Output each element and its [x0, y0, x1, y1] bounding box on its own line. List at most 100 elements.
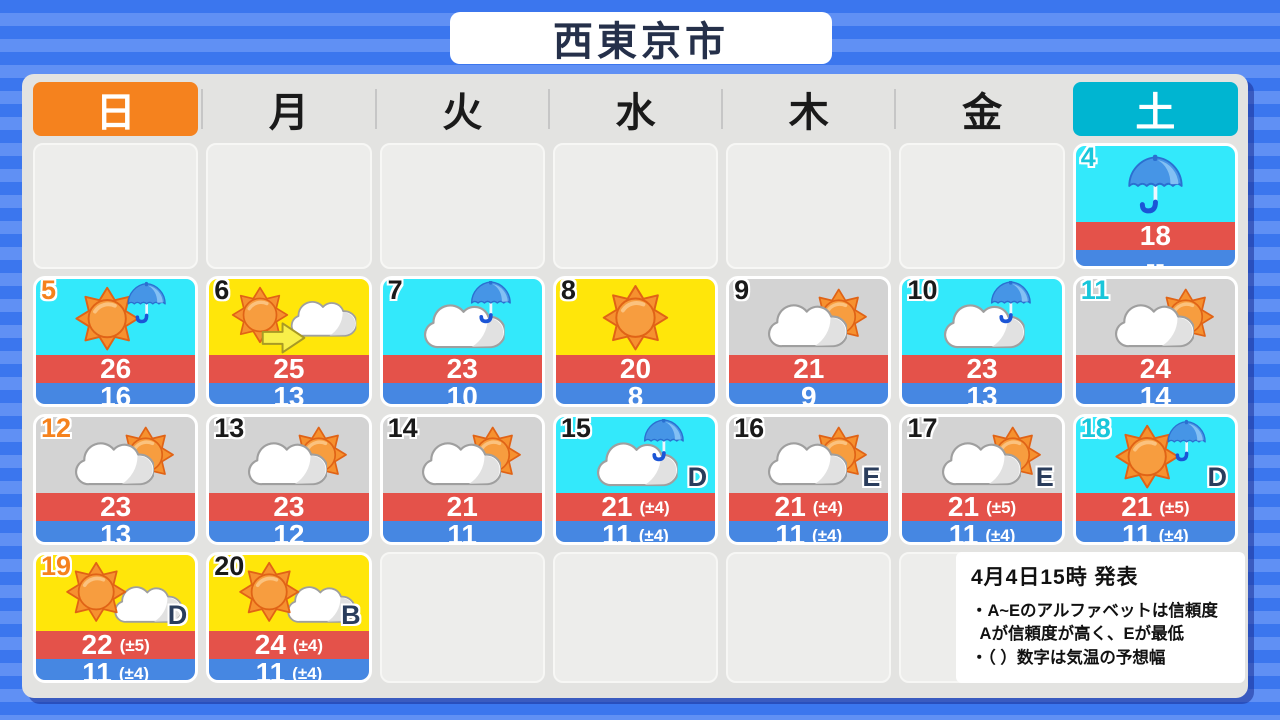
empty-day-cell — [899, 143, 1065, 269]
legend-note: ・A~Eのアルファベットは信頼度 — [971, 602, 1218, 620]
day-cell-16: 16 E 21 (±4) 11 (±4) — [726, 414, 892, 545]
weekday-header-mon: 月 — [201, 82, 371, 136]
low-temp: 14 — [1075, 383, 1235, 404]
day-cell-19: 19 D 22 (±5) 11 (±4) — [33, 552, 199, 683]
day-cell-14: 14 21 11 — [379, 414, 545, 545]
cloud-sun-icon — [768, 287, 868, 347]
low-temp: 11 (±4) — [902, 521, 1062, 545]
low-temp: 11 (±4) — [36, 659, 196, 680]
day-number: 16 — [734, 414, 765, 443]
weather-icon-area — [729, 279, 889, 356]
day-cell-12: 12 23 13 — [33, 414, 199, 545]
weekday-header-tue: 火 — [374, 82, 545, 136]
high-temp: 21 (±4) — [729, 493, 889, 522]
weather-icon-area — [36, 279, 196, 356]
weekday-header-thu: 木 — [721, 82, 891, 136]
low-temp-range: (±4) — [812, 525, 843, 545]
low-temp: 10 — [382, 383, 542, 404]
day-number: 11 — [1080, 276, 1110, 305]
confidence-label: D — [1207, 462, 1228, 493]
high-temp: 21 (±5) — [902, 493, 1062, 522]
low-temp: 13 — [36, 521, 196, 542]
weather-icon-area — [902, 279, 1062, 356]
day-number: 8 — [560, 276, 576, 305]
weather-icon-area — [209, 279, 369, 356]
empty-day-cell — [379, 143, 545, 269]
day-cell-7: 7 23 10 — [379, 276, 545, 407]
day-number: 20 — [214, 552, 245, 581]
low-temp: 9 — [729, 383, 889, 404]
day-cell-10: 10 23 13 — [899, 276, 1065, 407]
low-temp: 12 — [209, 521, 369, 542]
weather-icon-area: D — [1075, 417, 1235, 494]
legend-notes: ・A~Eのアルファベットは信頼度 Aが信頼度が高く、Eが最低 ・（ ）数字は気温… — [971, 600, 1239, 670]
low-temp-range: (±4) — [638, 525, 669, 545]
empty-day-cell — [33, 143, 199, 269]
day-cell-13: 13 23 12 — [206, 414, 372, 545]
day-cell-6: 6 25 13 — [206, 276, 372, 407]
confidence-label: E — [862, 462, 881, 493]
day-number: 10 — [907, 276, 938, 305]
low-temp: 16 — [36, 383, 196, 404]
day-number: 18 — [1080, 414, 1111, 443]
day-number: 15 — [560, 414, 591, 443]
weather-icon-area: B — [209, 555, 369, 632]
day-cell-15: 15 D 21 (±4) 11 (±4) — [552, 414, 719, 545]
weekday-header-fri: 金 — [894, 82, 1064, 136]
calendar-panel: 日 月 火 水 木 金 土 4 18 -- 5 26 16 6 25 13 7 23 10 8 20 8 9 2… — [22, 74, 1248, 698]
low-temp-range: (±4) — [985, 525, 1016, 545]
confidence-label: D — [687, 462, 708, 493]
low-temp: 13 — [902, 383, 1062, 404]
weekday-header-sun: 日 — [33, 82, 199, 136]
day-cell-4: 4 18 -- — [1072, 143, 1238, 269]
low-temp: 8 — [555, 383, 716, 404]
high-temp: 23 — [209, 493, 369, 522]
rain-icon — [1079, 148, 1232, 221]
weather-icon-area — [1075, 279, 1235, 356]
day-number: 19 — [41, 552, 72, 581]
day-number: 5 — [41, 276, 57, 305]
legend-note: ・（ ）数字は気温の予想幅 — [971, 648, 1166, 667]
forecast-legend: 4月4日15時 発表 ・A~Eのアルファベットは信頼度 Aが信頼度が高く、Eが最… — [956, 552, 1245, 683]
issued-timestamp: 4月4日15時 発表 — [971, 566, 1139, 589]
day-cell-9: 9 21 9 — [726, 276, 892, 407]
high-temp-range: (±5) — [119, 635, 150, 655]
low-temp: 13 — [209, 383, 369, 404]
day-number: 13 — [214, 414, 245, 443]
weekday-header-sat: 土 — [1072, 82, 1238, 136]
low-temp: 11 (±4) — [1075, 521, 1235, 545]
day-number: 6 — [214, 276, 230, 305]
day-cell-11: 11 24 14 — [1072, 276, 1238, 407]
day-number: 14 — [387, 414, 418, 443]
day-cell-5: 5 26 16 — [33, 276, 199, 407]
high-temp: 18 — [1075, 222, 1235, 251]
high-temp-range: (±4) — [292, 635, 324, 655]
day-number: 9 — [734, 276, 750, 305]
high-temp: 21 (±5) — [1075, 493, 1235, 522]
high-temp: 24 (±4) — [209, 631, 369, 660]
weather-icon-area — [555, 279, 716, 356]
weather-icon-area: E — [729, 417, 889, 494]
high-temp: 21 — [729, 355, 889, 384]
day-cell-20: 20 B 24 (±4) 11 (±4) — [206, 552, 372, 683]
day-cell-17: 17 E 21 (±5) 11 (±4) — [899, 414, 1065, 545]
weather-icon-area — [382, 417, 542, 494]
high-temp-range: (±5) — [986, 497, 1017, 517]
low-temp-range: (±4) — [1158, 525, 1189, 545]
empty-day-cell — [379, 552, 545, 683]
empty-day-cell — [726, 143, 892, 269]
cloud-umbrella-icon — [423, 280, 512, 348]
weather-icon-area — [209, 417, 369, 494]
confidence-label: E — [1035, 462, 1054, 493]
confidence-label: D — [167, 600, 188, 631]
day-number: 4 — [1080, 143, 1096, 172]
high-temp: 21 (±4) — [555, 493, 716, 522]
weather-icon-area — [1075, 146, 1235, 223]
high-temp: 23 — [382, 355, 542, 384]
weather-icon-area: D — [36, 555, 196, 632]
high-temp: 26 — [36, 355, 196, 384]
day-cell-18: 18 D 21 (±5) 11 (±4) — [1072, 414, 1238, 545]
confidence-label: B — [341, 600, 361, 631]
weather-icon-area: E — [902, 417, 1062, 494]
